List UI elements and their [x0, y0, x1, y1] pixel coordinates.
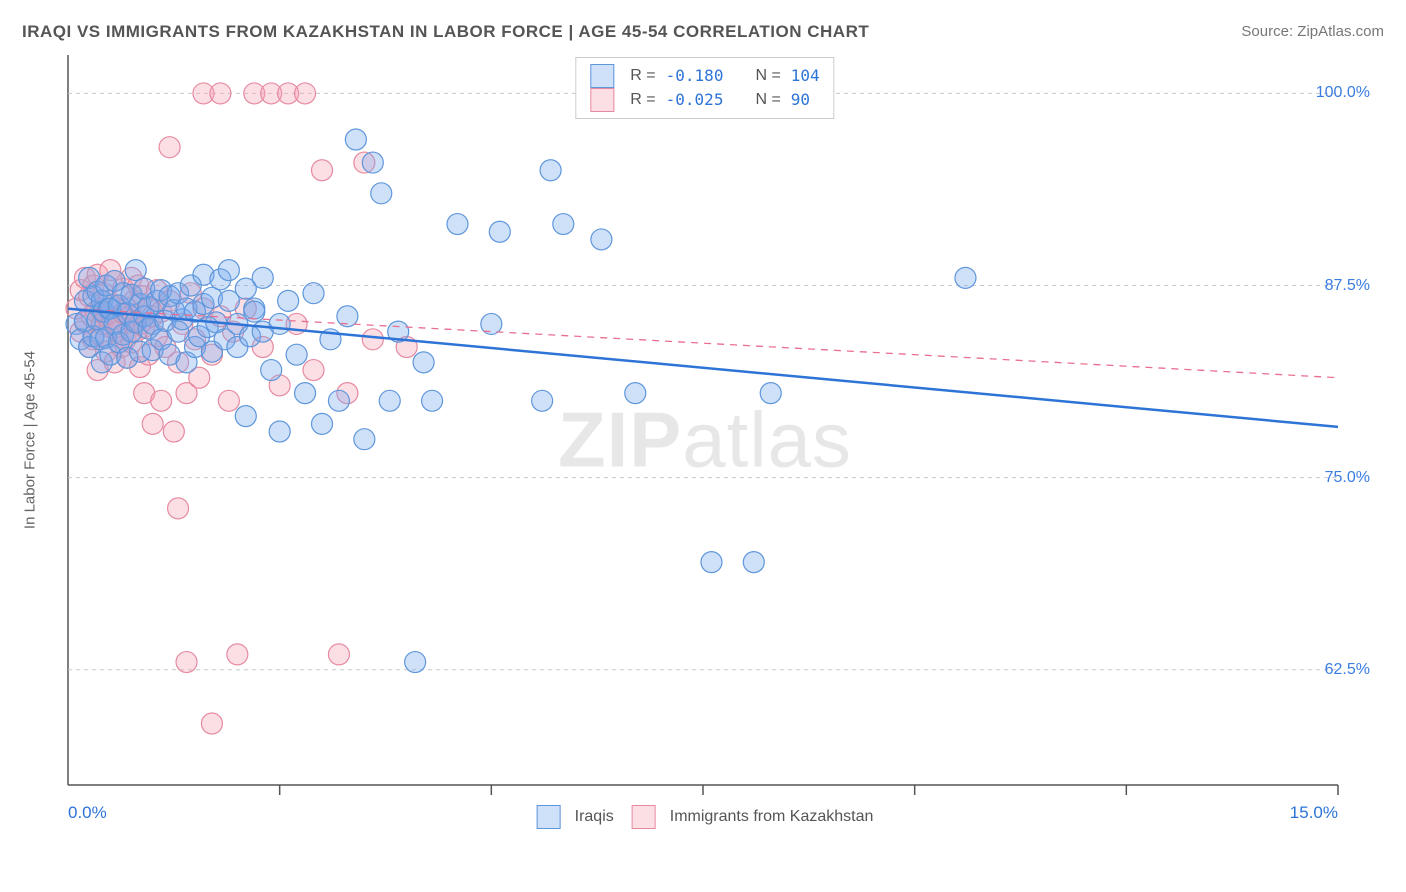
n-value-b: 90: [791, 88, 810, 112]
swatch-b: [590, 88, 614, 112]
scatter-chart: [40, 55, 1370, 825]
source-label: Source:: [1241, 23, 1297, 40]
legend-row-b: R = -0.025 N = 90: [590, 88, 819, 112]
legend-label-a: Iraqis: [575, 808, 614, 826]
legend-label-b: Immigrants from Kazakhstan: [670, 808, 874, 826]
y-tick-label: 87.5%: [1325, 277, 1370, 295]
correlation-legend: R = -0.180 N = 104 R = -0.025 N = 90: [575, 57, 834, 119]
source-value: ZipAtlas.com: [1297, 23, 1384, 40]
series-legend: Iraqis Immigrants from Kazakhstan: [537, 805, 874, 829]
y-axis-label: In Labor Force | Age 45-54: [22, 351, 39, 529]
legend-row-a: R = -0.180 N = 104: [590, 64, 819, 88]
chart-area: In Labor Force | Age 45-54 ZIPatlas R = …: [40, 55, 1370, 825]
chart-title: IRAQI VS IMMIGRANTS FROM KAZAKHSTAN IN L…: [22, 22, 869, 42]
r-value-a: -0.180: [666, 64, 724, 88]
source: Source: ZipAtlas.com: [1241, 23, 1384, 41]
n-label-a: N =: [755, 64, 780, 88]
x-axis-max: 15.0%: [1290, 803, 1338, 823]
r-label-a: R =: [630, 64, 655, 88]
swatch-a: [590, 64, 614, 88]
r-label-b: R =: [630, 88, 655, 112]
legend-item-a: Iraqis: [537, 805, 614, 829]
r-value-b: -0.025: [666, 88, 724, 112]
y-tick-label: 62.5%: [1325, 661, 1370, 679]
x-axis-min: 0.0%: [68, 803, 107, 823]
legend-item-b: Immigrants from Kazakhstan: [632, 805, 874, 829]
n-label-b: N =: [755, 88, 780, 112]
n-value-a: 104: [791, 64, 820, 88]
y-tick-label: 75.0%: [1325, 469, 1370, 487]
y-tick-label: 100.0%: [1316, 84, 1370, 102]
legend-swatch-b: [632, 805, 656, 829]
legend-swatch-a: [537, 805, 561, 829]
